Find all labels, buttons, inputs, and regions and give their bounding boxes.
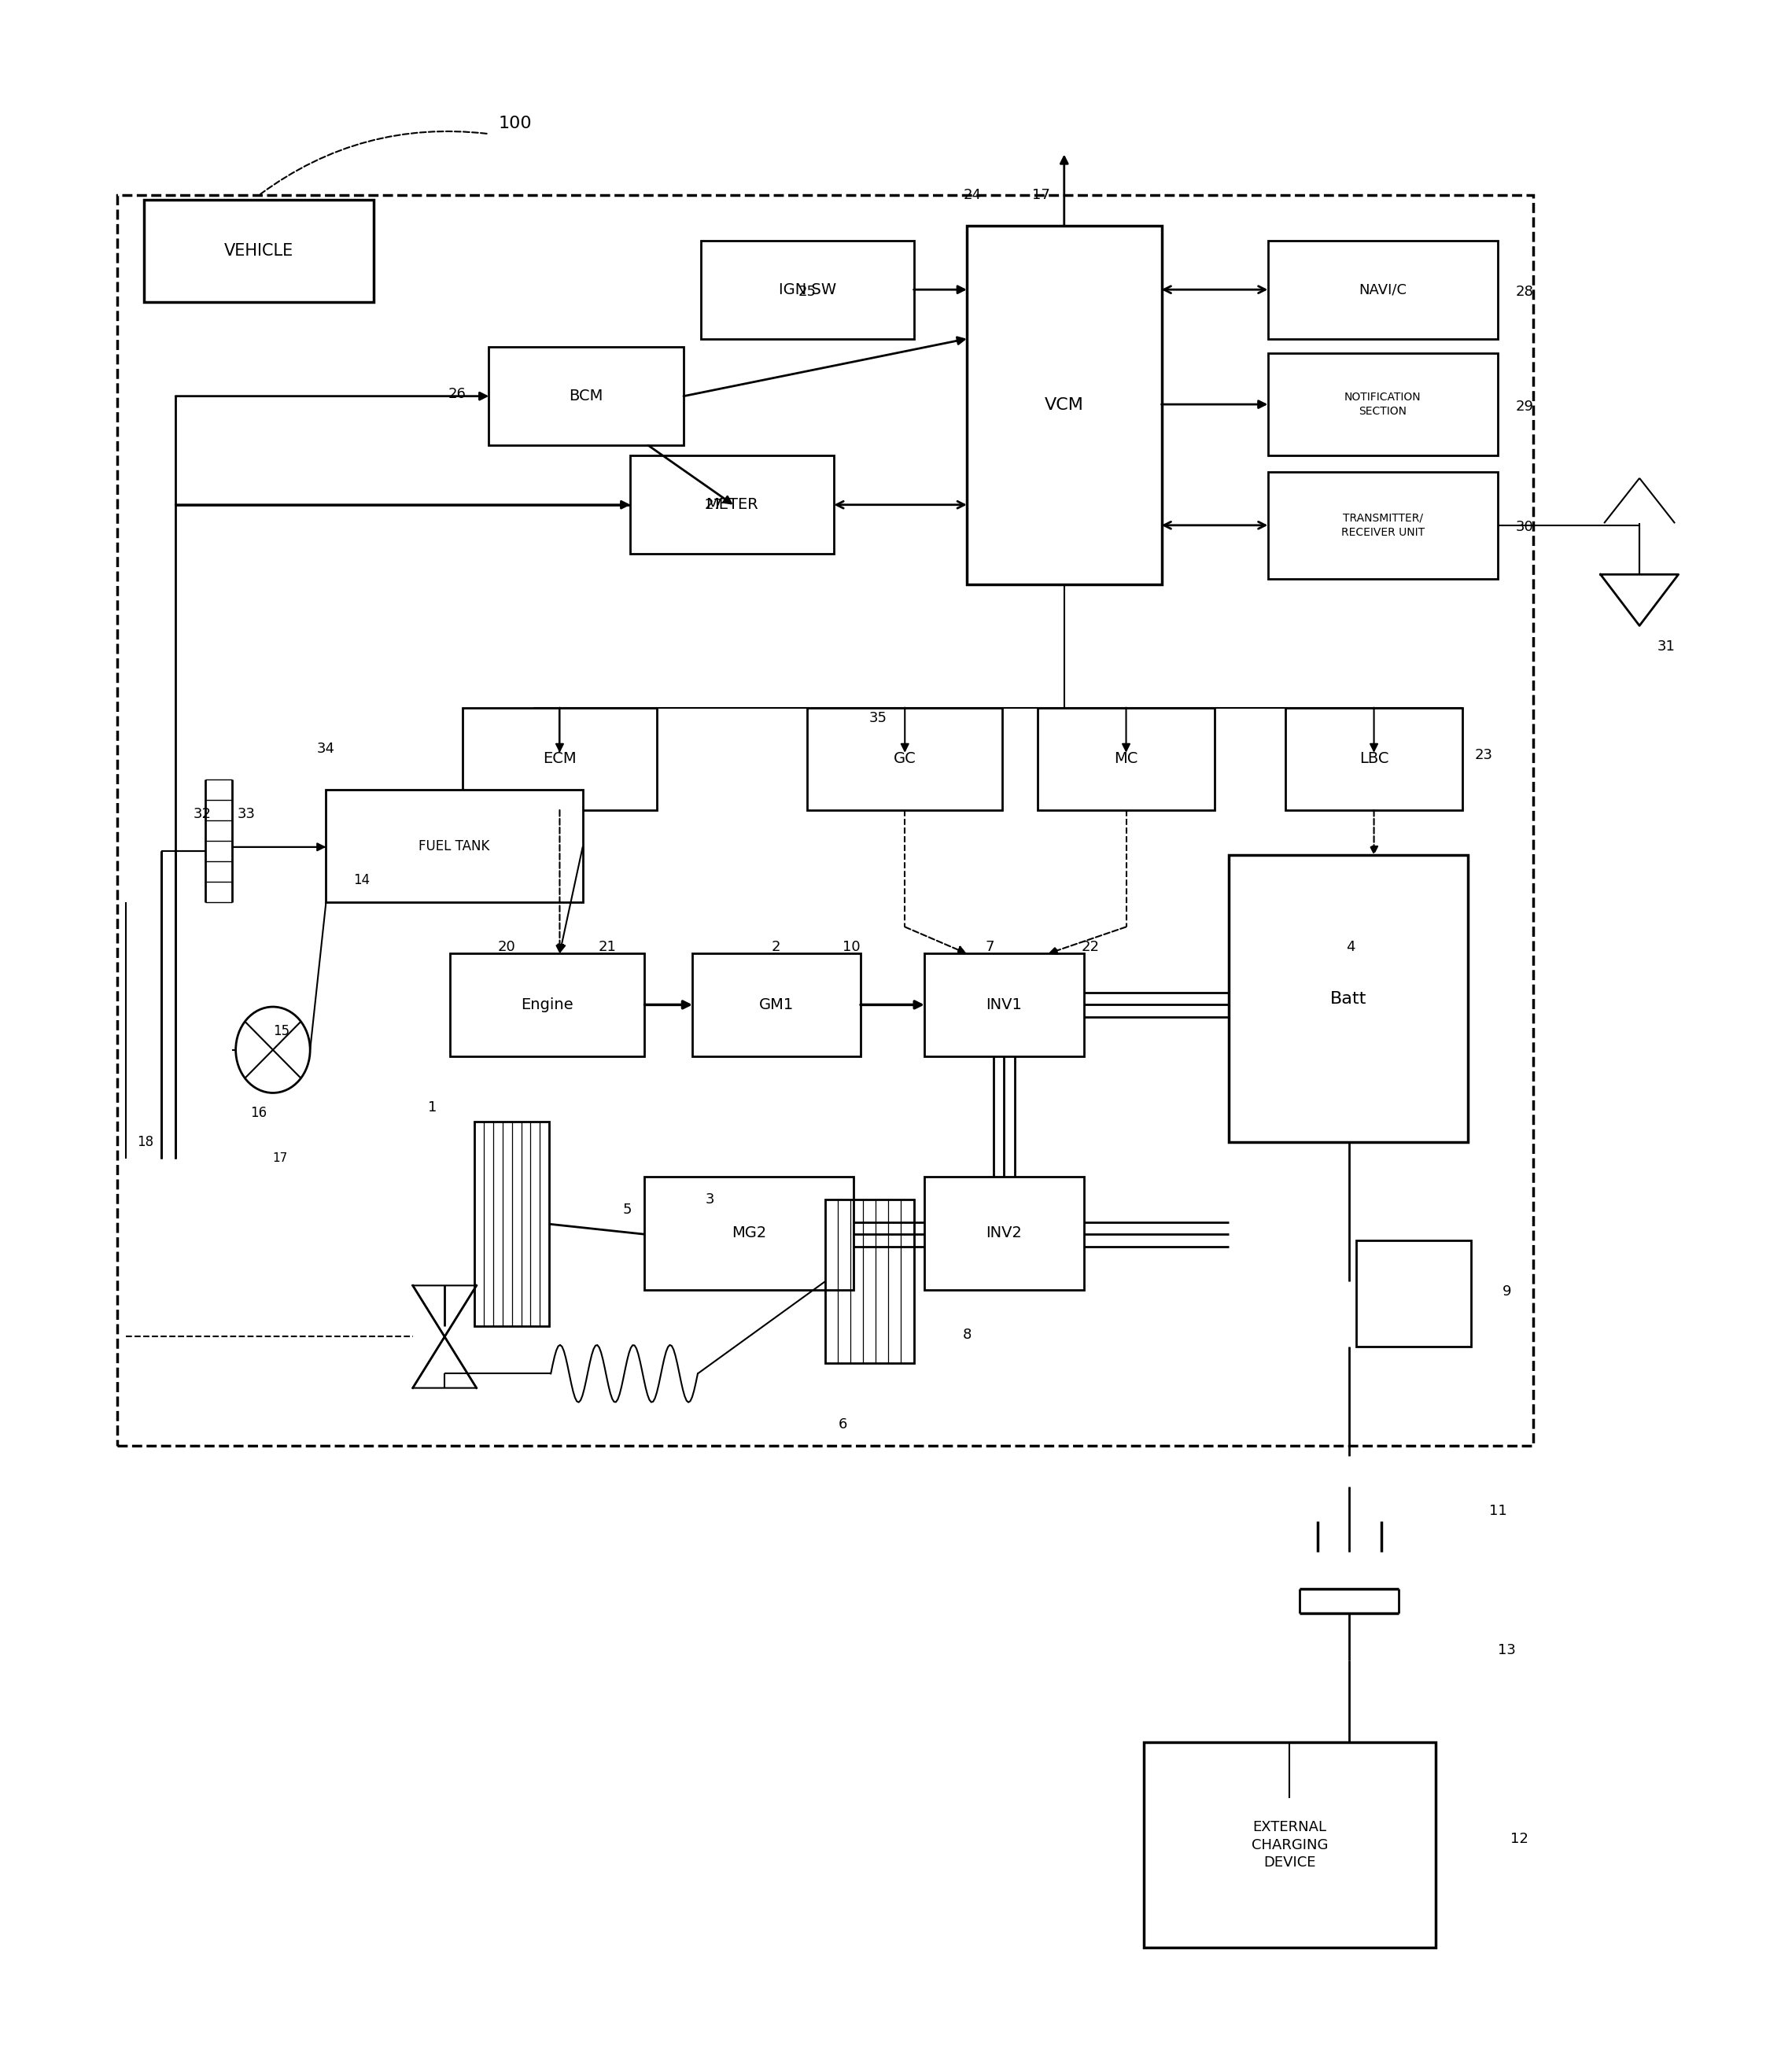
Text: 13: 13 bbox=[1498, 1642, 1516, 1657]
FancyBboxPatch shape bbox=[631, 456, 833, 553]
Text: 26: 26 bbox=[448, 387, 466, 402]
Text: 22: 22 bbox=[1082, 940, 1100, 955]
FancyBboxPatch shape bbox=[808, 708, 1002, 810]
Text: 16: 16 bbox=[251, 1106, 267, 1120]
FancyBboxPatch shape bbox=[925, 953, 1084, 1056]
Text: 2: 2 bbox=[771, 940, 780, 955]
Text: 12: 12 bbox=[1511, 1831, 1529, 1845]
FancyBboxPatch shape bbox=[462, 708, 658, 810]
Text: 32: 32 bbox=[194, 808, 211, 822]
FancyBboxPatch shape bbox=[143, 199, 375, 302]
FancyBboxPatch shape bbox=[645, 1176, 853, 1290]
Text: 10: 10 bbox=[842, 940, 860, 955]
Text: 24: 24 bbox=[962, 188, 982, 203]
Text: LBC: LBC bbox=[1358, 752, 1389, 766]
Text: 4: 4 bbox=[1346, 940, 1355, 955]
FancyBboxPatch shape bbox=[1267, 472, 1498, 578]
Text: INV2: INV2 bbox=[986, 1226, 1021, 1241]
FancyBboxPatch shape bbox=[1267, 354, 1498, 456]
Text: FUEL TANK: FUEL TANK bbox=[419, 839, 489, 853]
Text: VEHICLE: VEHICLE bbox=[224, 242, 294, 259]
Text: 5: 5 bbox=[622, 1203, 631, 1218]
Text: 23: 23 bbox=[1475, 748, 1493, 762]
Text: 6: 6 bbox=[839, 1419, 848, 1431]
FancyBboxPatch shape bbox=[968, 226, 1161, 584]
Text: 15: 15 bbox=[274, 1025, 290, 1038]
Text: 35: 35 bbox=[869, 710, 887, 725]
FancyBboxPatch shape bbox=[450, 953, 645, 1056]
Text: METER: METER bbox=[706, 497, 758, 512]
Text: VCM: VCM bbox=[1045, 398, 1084, 414]
Text: INV1: INV1 bbox=[986, 998, 1021, 1013]
Text: 3: 3 bbox=[706, 1193, 715, 1207]
Text: EXTERNAL
CHARGING
DEVICE: EXTERNAL CHARGING DEVICE bbox=[1251, 1820, 1328, 1870]
FancyBboxPatch shape bbox=[1229, 855, 1468, 1141]
Text: 31: 31 bbox=[1658, 640, 1676, 652]
Text: 8: 8 bbox=[962, 1328, 971, 1342]
FancyBboxPatch shape bbox=[1143, 1742, 1435, 1947]
Text: TRANSMITTER/
RECEIVER UNIT: TRANSMITTER/ RECEIVER UNIT bbox=[1340, 514, 1425, 538]
FancyBboxPatch shape bbox=[701, 240, 914, 340]
Text: 20: 20 bbox=[498, 940, 516, 955]
Text: 14: 14 bbox=[353, 872, 369, 886]
Text: 17: 17 bbox=[272, 1154, 287, 1164]
Text: 18: 18 bbox=[138, 1135, 154, 1149]
Text: 34: 34 bbox=[317, 741, 335, 756]
Text: 11: 11 bbox=[1489, 1504, 1507, 1518]
Text: 17: 17 bbox=[1032, 188, 1050, 203]
Bar bbox=[824, 1199, 914, 1363]
Text: MG2: MG2 bbox=[731, 1226, 767, 1241]
Text: GM1: GM1 bbox=[760, 998, 794, 1013]
FancyBboxPatch shape bbox=[1357, 1241, 1471, 1346]
Text: 7: 7 bbox=[986, 940, 995, 955]
Text: 9: 9 bbox=[1502, 1284, 1511, 1299]
Text: 25: 25 bbox=[799, 284, 817, 298]
Text: 27: 27 bbox=[704, 497, 722, 512]
Text: 29: 29 bbox=[1516, 400, 1534, 414]
Text: ECM: ECM bbox=[543, 752, 577, 766]
Text: NAVI/C: NAVI/C bbox=[1358, 282, 1407, 296]
Text: 30: 30 bbox=[1516, 520, 1534, 534]
FancyBboxPatch shape bbox=[1038, 708, 1215, 810]
Text: 33: 33 bbox=[237, 808, 256, 822]
Text: Batt: Batt bbox=[1330, 990, 1367, 1007]
FancyBboxPatch shape bbox=[489, 348, 683, 445]
Text: MC: MC bbox=[1115, 752, 1138, 766]
FancyBboxPatch shape bbox=[1267, 240, 1498, 340]
Text: NOTIFICATION
SECTION: NOTIFICATION SECTION bbox=[1344, 391, 1421, 416]
Text: BCM: BCM bbox=[570, 389, 604, 404]
Text: 100: 100 bbox=[498, 116, 532, 130]
Text: 1: 1 bbox=[428, 1100, 437, 1114]
Text: 21: 21 bbox=[599, 940, 616, 955]
FancyBboxPatch shape bbox=[326, 789, 582, 903]
Text: IGN SW: IGN SW bbox=[780, 282, 837, 296]
Text: GC: GC bbox=[894, 752, 916, 766]
Text: Engine: Engine bbox=[521, 998, 573, 1013]
FancyBboxPatch shape bbox=[925, 1176, 1084, 1290]
FancyBboxPatch shape bbox=[1285, 708, 1462, 810]
Text: 28: 28 bbox=[1516, 284, 1534, 298]
FancyBboxPatch shape bbox=[692, 953, 860, 1056]
Bar bbox=[475, 1122, 548, 1328]
